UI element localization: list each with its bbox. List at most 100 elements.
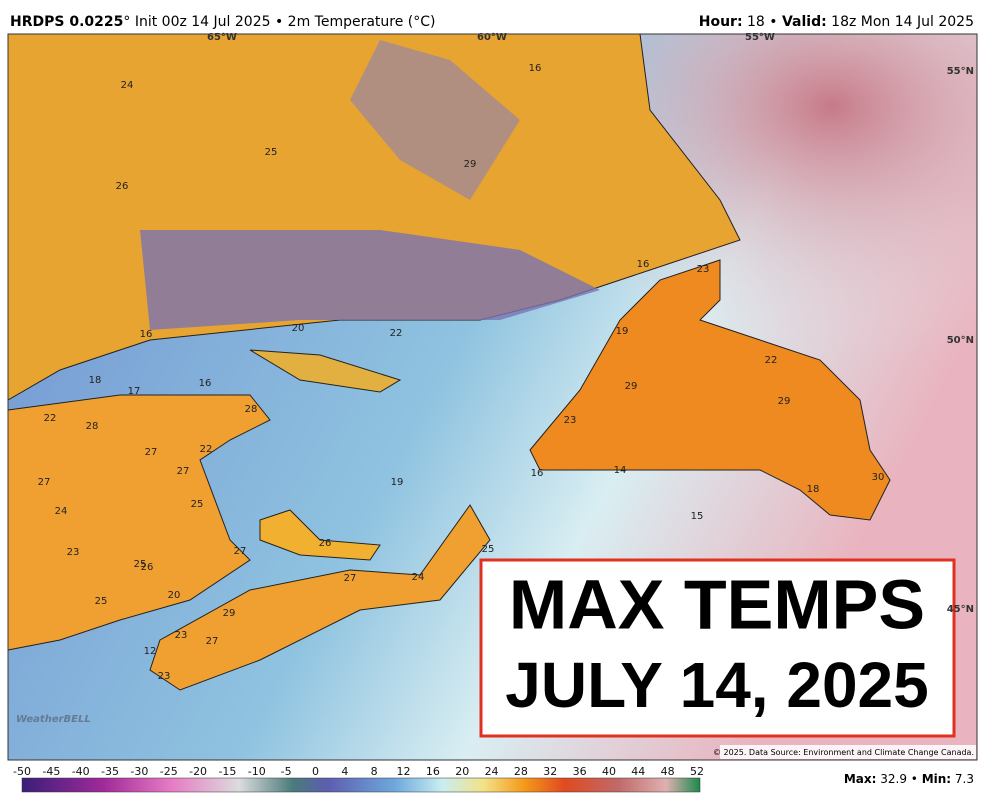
grid-label: 55°W <box>745 32 775 43</box>
logo: WeatherBELL <box>16 714 91 725</box>
temperature-label: 25 <box>134 559 147 570</box>
temperature-label: 14 <box>614 465 627 476</box>
colorbar-label: -10 <box>248 765 266 778</box>
colorbar-label: 32 <box>543 765 557 778</box>
temperature-label: 22 <box>200 444 213 455</box>
newfoundland <box>529 259 891 521</box>
temperature-label: 29 <box>464 159 477 170</box>
temperature-label: 19 <box>391 477 404 488</box>
colorbar-label: 40 <box>602 765 616 778</box>
colorbar-label: 0 <box>312 765 319 778</box>
colorbar-label: -45 <box>42 765 60 778</box>
colorbar-label: 4 <box>341 765 348 778</box>
overlay-line2: JULY 14, 2025 <box>505 649 928 721</box>
max: 32.9 • <box>876 772 921 786</box>
colorbar-label: -25 <box>160 765 178 778</box>
max-label: Max: <box>844 772 877 786</box>
temperature-label: 16 <box>531 468 544 479</box>
copyright-bg <box>720 745 976 759</box>
cool-area <box>350 40 520 200</box>
grid-label: 65°W <box>207 32 237 43</box>
temperature-label: 20 <box>292 323 305 334</box>
anticosti-island <box>249 349 402 393</box>
colorbar-label: 36 <box>573 765 587 778</box>
temperature-label: 27 <box>234 546 247 557</box>
header-right: Hour: 18 • Valid: 18z Mon 14 Jul 2025 <box>699 14 974 30</box>
overlay-line1: MAX TEMPS <box>509 565 925 643</box>
temperature-label: 30 <box>872 472 885 483</box>
min-label: Min: <box>922 772 951 786</box>
temperature-label: 25 <box>482 544 495 555</box>
temperature-label: 27 <box>344 573 357 584</box>
temperature-label: 22 <box>765 355 778 366</box>
colorbar-label: 16 <box>426 765 440 778</box>
colorbar-label: -50 <box>13 765 31 778</box>
colorbar-label: 28 <box>514 765 528 778</box>
temperature-label: 27 <box>206 636 219 647</box>
valid: 18z Mon 14 Jul 2025 <box>827 14 974 30</box>
temperature-label: 12 <box>144 646 157 657</box>
temperature-label: 22 <box>44 413 57 424</box>
temperature-label: 24 <box>121 80 134 91</box>
temperature-label: 27 <box>177 466 190 477</box>
temperature-label: 24 <box>55 506 68 517</box>
colorbar-label: 44 <box>631 765 645 778</box>
temperature-label: 29 <box>778 396 791 407</box>
temperature-label: 18 <box>807 484 820 495</box>
temperature-label: 28 <box>86 421 99 432</box>
temperature-label: 26 <box>116 181 129 192</box>
temperature-label: 16 <box>199 378 212 389</box>
colorbar-label: 12 <box>397 765 411 778</box>
run-info: ° Init 00z 14 Jul 2025 • 2m Temperature … <box>123 14 435 30</box>
colorbar-label: 24 <box>485 765 499 778</box>
valid-label: Valid: <box>782 14 827 30</box>
temperature-label: 26 <box>141 562 154 573</box>
overlay-box <box>479 558 956 738</box>
temperature-label: 28 <box>245 404 258 415</box>
temperature-label: 16 <box>529 63 542 74</box>
temperature-label: 23 <box>67 547 80 558</box>
colorbar-label: -40 <box>72 765 90 778</box>
colorbar-label: -35 <box>101 765 119 778</box>
nova-scotia <box>149 504 491 691</box>
temperature-label: 24 <box>412 572 425 583</box>
temperature-label: 29 <box>625 381 638 392</box>
temperature-label: 18 <box>89 375 102 386</box>
land-maritimes <box>7 394 271 651</box>
grid-label: 60°W <box>477 32 507 43</box>
copyright: © 2025. Data Source: Environment and Cli… <box>713 748 974 757</box>
hour-label: Hour: <box>699 14 743 30</box>
colorbar-label: 20 <box>455 765 469 778</box>
colorbar-label: 8 <box>371 765 378 778</box>
grid-label: 45°N <box>947 604 974 615</box>
pei <box>259 509 381 561</box>
colorbar <box>21 777 701 793</box>
header-left: HRDPS 0.0225° Init 00z 14 Jul 2025 • 2m … <box>10 14 436 30</box>
temperature-label: 25 <box>265 147 278 158</box>
grid-label: 55°N <box>947 66 974 77</box>
temperature-label: 15 <box>691 511 704 522</box>
temperature-label: 16 <box>637 259 650 270</box>
model-name: HRDPS 0.0225 <box>10 14 123 30</box>
colorbar-label: -15 <box>218 765 236 778</box>
temperature-label: 25 <box>95 596 108 607</box>
temperature-label: 23 <box>697 264 710 275</box>
grid-label: 50°N <box>947 335 974 346</box>
colorbar-label: -5 <box>281 765 292 778</box>
cool-highlands <box>140 230 600 330</box>
temperature-label: 29 <box>223 608 236 619</box>
temperature-label: 25 <box>191 499 204 510</box>
temperature-label: 16 <box>140 329 153 340</box>
temperature-label: 19 <box>616 326 629 337</box>
colorbar-label: 52 <box>690 765 704 778</box>
min: 7.3 <box>951 772 974 786</box>
colorbar-label: -30 <box>130 765 148 778</box>
colorbar-label: -20 <box>189 765 207 778</box>
temperature-label: 27 <box>38 477 51 488</box>
temperature-label: 27 <box>145 447 158 458</box>
temperature-label: 17 <box>128 386 141 397</box>
temperature-label: 22 <box>390 328 403 339</box>
map-frame <box>7 33 978 761</box>
temperature-label: 23 <box>175 630 188 641</box>
